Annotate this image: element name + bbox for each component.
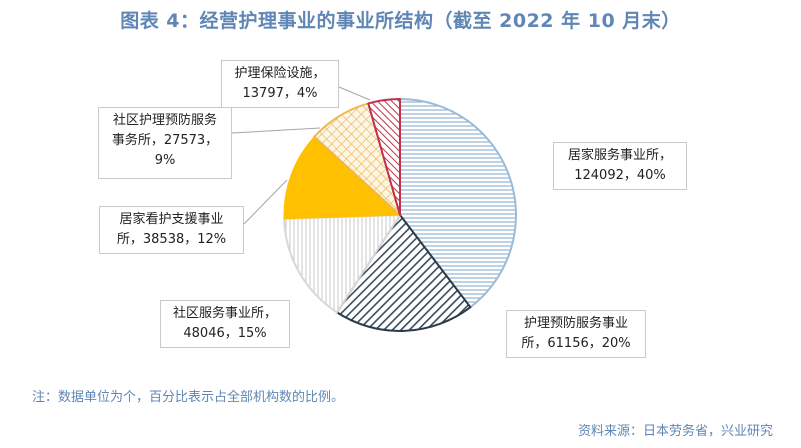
- slice-data-label: 居家看护支援事业 所，38538，12%: [99, 206, 244, 254]
- pie-slice: [367, 98, 401, 216]
- footnote: 注：数据单位为个，百分比表示占全部机构数的比例。: [32, 390, 345, 405]
- slice-data-label: 社区护理预防服务 事务所，27573， 9%: [98, 107, 232, 179]
- pie-slice: [283, 214, 401, 314]
- slice-data-label: 社区服务事业所， 48046，15%: [160, 300, 290, 348]
- slice-data-label: 居家服务事业所， 124092，40%: [553, 142, 687, 190]
- leader-line: [243, 179, 288, 225]
- leader-line: [338, 86, 371, 101]
- pie-slice: [283, 136, 401, 220]
- source-note: 资料来源：日本劳务省，兴业研究: [577, 424, 773, 439]
- pie-slice: [399, 98, 517, 309]
- slice-data-label: 护理保险设施， 13797，4%: [221, 60, 339, 108]
- pie-slice: [335, 214, 472, 332]
- chart-title: 图表 4：经营护理事业的事业所结构（截至 2022 年 10 月末）: [120, 10, 681, 32]
- slice-data-label: 护理预防服务事业 所，61156，20%: [506, 310, 646, 358]
- leader-line: [231, 127, 321, 134]
